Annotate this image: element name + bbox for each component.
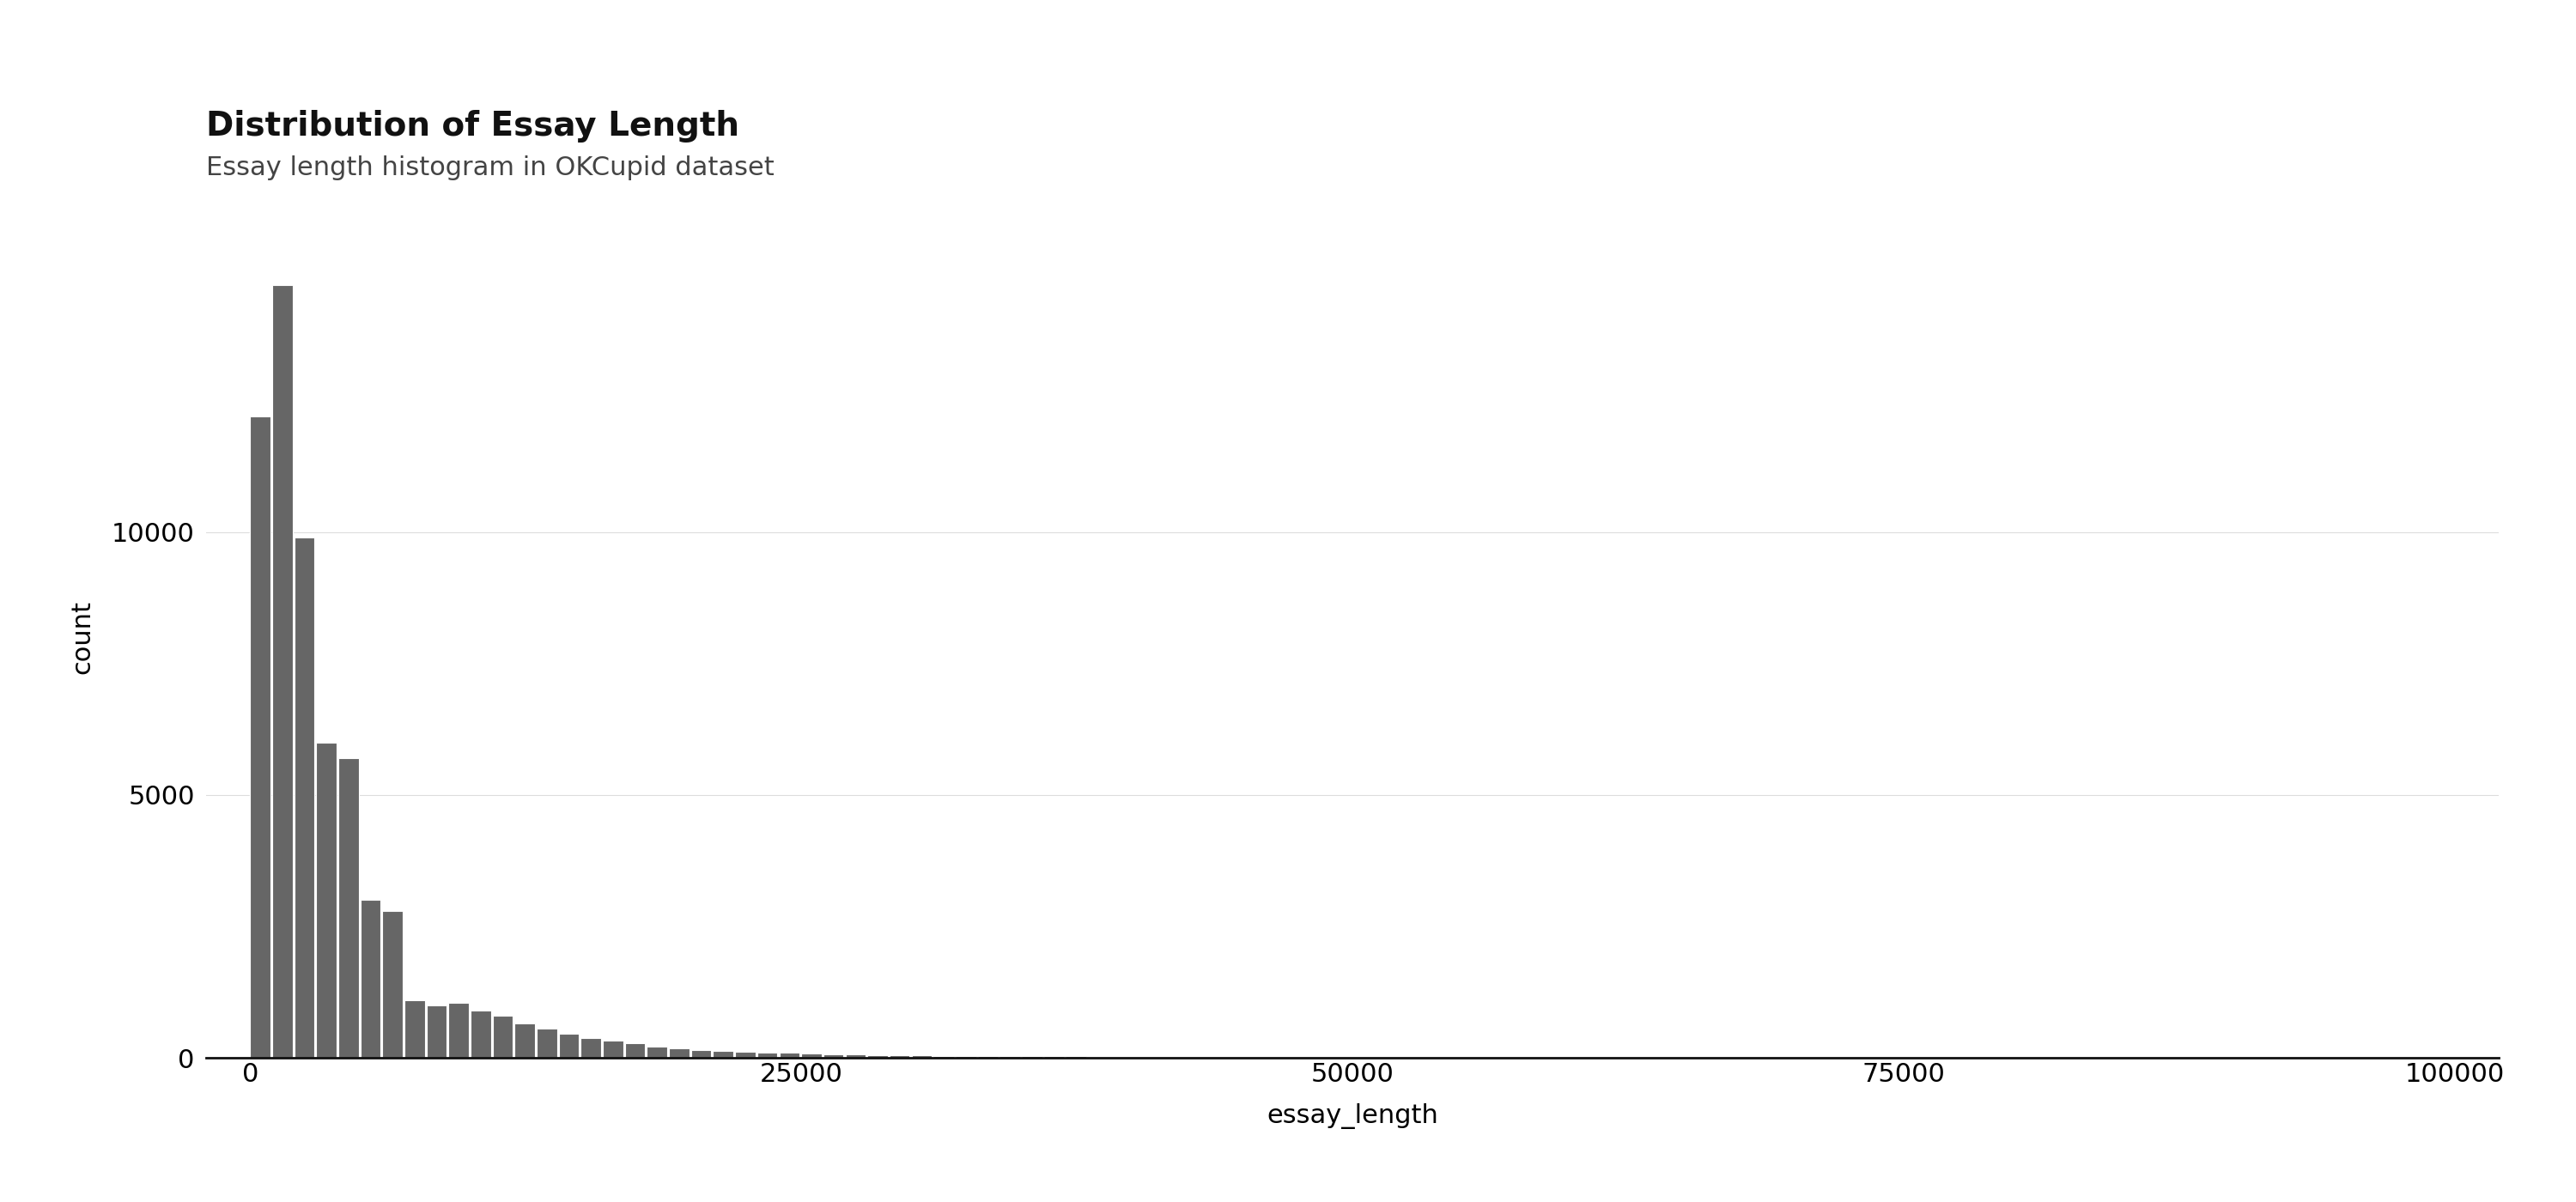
Bar <box>294 537 314 1058</box>
Bar <box>778 1053 799 1058</box>
Bar <box>690 1049 711 1058</box>
Bar <box>824 1054 842 1058</box>
Bar <box>404 1000 425 1058</box>
X-axis label: essay_length: essay_length <box>1267 1103 1437 1130</box>
Bar <box>337 758 358 1058</box>
Bar <box>734 1052 755 1058</box>
Bar <box>428 1005 446 1058</box>
Bar <box>801 1053 822 1058</box>
Bar <box>999 1057 1020 1058</box>
Bar <box>670 1048 690 1058</box>
Bar <box>956 1055 976 1058</box>
Bar <box>714 1051 734 1058</box>
Bar <box>580 1037 600 1058</box>
Bar <box>250 416 270 1058</box>
Y-axis label: count: count <box>70 600 95 674</box>
Bar <box>317 742 337 1058</box>
Bar <box>361 900 381 1058</box>
Bar <box>448 1002 469 1058</box>
Bar <box>471 1011 492 1058</box>
Bar <box>273 285 294 1058</box>
Bar <box>757 1053 778 1058</box>
Bar <box>979 1055 997 1058</box>
Bar <box>868 1055 889 1058</box>
Bar <box>933 1055 953 1058</box>
Bar <box>626 1043 644 1058</box>
Bar <box>889 1055 909 1058</box>
Bar <box>515 1024 536 1058</box>
Bar <box>1087 1057 1108 1058</box>
Bar <box>536 1029 556 1058</box>
Bar <box>559 1034 580 1058</box>
Bar <box>603 1041 623 1058</box>
Bar <box>1023 1057 1043 1058</box>
Bar <box>912 1055 933 1058</box>
Text: Essay length histogram in OKCupid dataset: Essay length histogram in OKCupid datase… <box>206 156 775 180</box>
Bar <box>1043 1057 1064 1058</box>
Text: Distribution of Essay Length: Distribution of Essay Length <box>206 109 739 142</box>
Bar <box>492 1016 513 1058</box>
Bar <box>1066 1057 1087 1058</box>
Bar <box>845 1054 866 1058</box>
Bar <box>647 1046 667 1058</box>
Bar <box>381 911 402 1058</box>
